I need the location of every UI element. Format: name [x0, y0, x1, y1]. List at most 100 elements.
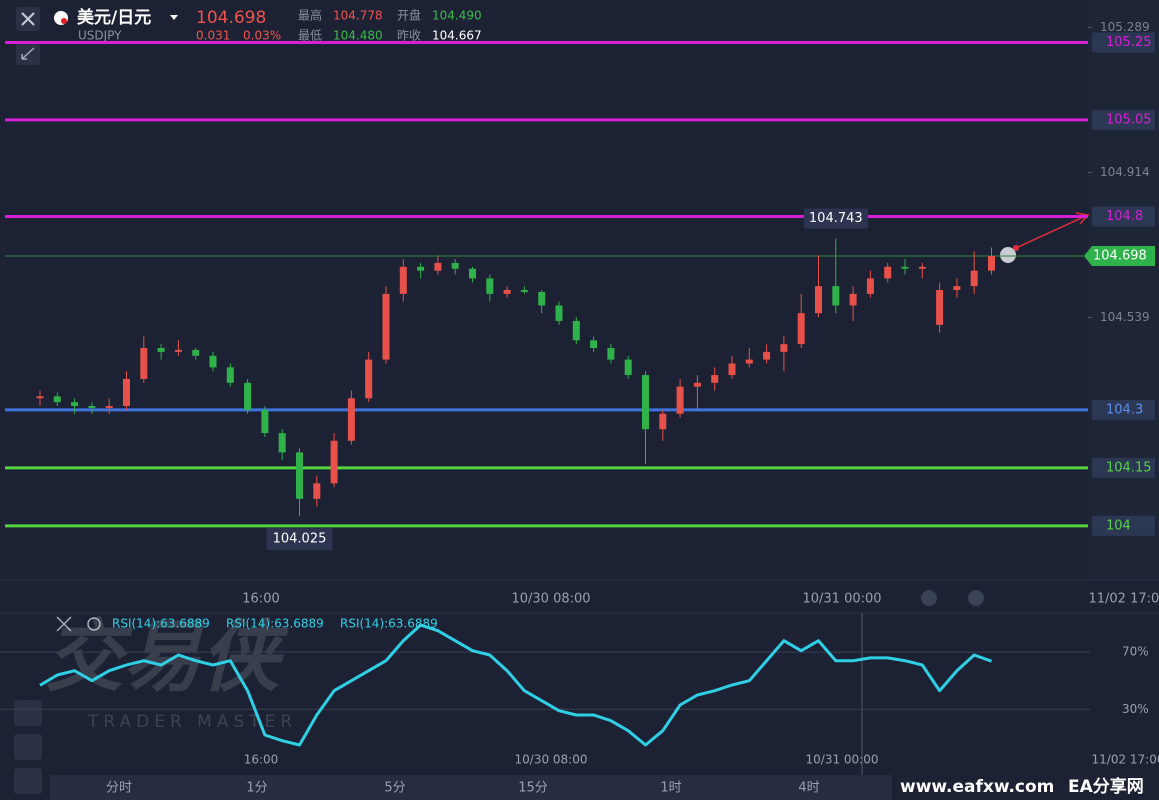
candle-body [832, 286, 840, 306]
current-price-tag [1084, 245, 1155, 266]
candle-body [434, 262, 442, 271]
price-axis-bg [1088, 0, 1159, 580]
time-label: 10/30 08:00 [515, 753, 588, 767]
dropdown-icon[interactable] [170, 15, 178, 20]
time-label: 11/02 17:00 [1088, 592, 1159, 607]
candle-body [607, 348, 615, 360]
candle-body [486, 278, 494, 294]
candle-body [849, 293, 857, 306]
level-label: 104.15 [1106, 460, 1152, 475]
candle-body [520, 290, 528, 292]
candle-body [936, 290, 944, 325]
level-label: 105.05 [1106, 112, 1152, 127]
candle-body [676, 386, 684, 414]
candle-body [538, 291, 546, 306]
timeframe-tab[interactable]: 5分 [384, 781, 405, 796]
time-label: 10/30 08:00 [511, 592, 590, 607]
high-callout-bg [803, 208, 868, 229]
stat-value: 104.778 [333, 9, 383, 23]
candle-body [105, 406, 113, 408]
stat-label: 开盘 [397, 8, 421, 23]
rsi-settings[interactable] [87, 617, 101, 631]
candle-body [659, 413, 667, 430]
candle-body [123, 378, 130, 406]
candle-body [711, 375, 719, 383]
y-tick-label: 105.289 [1100, 20, 1150, 34]
timeframe-tab[interactable]: 15分 [518, 781, 548, 796]
timeframe-tab[interactable]: 分时 [106, 781, 132, 796]
candle-body [884, 266, 892, 279]
level-label-bg [1092, 515, 1155, 536]
toggle-icon[interactable] [968, 590, 984, 606]
candle-body [192, 349, 200, 356]
candle-body [590, 340, 598, 348]
y-tick-label: 70% [1122, 645, 1149, 659]
candle-body [451, 262, 459, 269]
low-callout: 104.025 [273, 532, 327, 547]
candle-body [382, 293, 390, 360]
site-watermark-bg [892, 774, 1159, 800]
arrow-anchor [1013, 245, 1019, 251]
candle-body [417, 266, 425, 271]
candle-body [728, 363, 736, 376]
rsi-legend: RSI(14):63.6889 [112, 617, 210, 631]
candle-body [88, 406, 96, 408]
low-callout-bg [266, 528, 333, 551]
candle-body [365, 359, 373, 399]
site-url: www.eafxw.com [900, 777, 1054, 797]
candle-body [399, 266, 407, 294]
pair-name: 美元/日元 [77, 7, 151, 28]
candle-body [209, 355, 217, 368]
stat-value: 104.667 [432, 29, 482, 43]
candle-body [71, 402, 79, 406]
candle-body [469, 268, 476, 279]
level-label: 104.8 [1106, 209, 1143, 224]
candle-body [53, 396, 61, 403]
time-label: 10/31 00:00 [806, 753, 879, 767]
stat-value: 104.490 [432, 9, 482, 23]
candle-body [642, 375, 649, 430]
time-label: 10/31 00:00 [802, 592, 881, 607]
rsi-legend: RSI(14):63.6889 [340, 617, 438, 631]
candle-body [330, 440, 338, 484]
level-label: 104 [1106, 518, 1131, 533]
tool-button[interactable] [14, 734, 42, 760]
time-label: 16:00 [242, 592, 279, 607]
candle-body [174, 349, 182, 352]
candle-body [36, 396, 44, 399]
level-label: 105.25 [1106, 35, 1152, 50]
flag-icon [61, 18, 67, 24]
stat-label: 最高 [298, 8, 322, 23]
candle-body [347, 398, 355, 441]
toggle-icon[interactable] [921, 590, 937, 606]
drawn-arrow [1015, 212, 1090, 249]
site-name: EA分享网 [1068, 776, 1144, 797]
candle-body [278, 433, 286, 453]
candle-body [140, 348, 148, 379]
rsi-legend: RSI(14):63.6889 [226, 617, 324, 631]
candle-body [866, 278, 874, 294]
candle-body [624, 359, 632, 376]
candle-body [763, 351, 771, 360]
y-tick-label: 104.539 [1100, 310, 1150, 324]
candle-body [244, 382, 252, 410]
candle-body [745, 359, 753, 364]
candle-body [970, 270, 978, 287]
tool-button[interactable] [14, 768, 42, 794]
rsi-close[interactable] [56, 616, 72, 632]
change-pct: 0.03% [243, 29, 281, 43]
collapse-icon [21, 47, 35, 60]
symbol: USDJPY [78, 29, 122, 43]
timeframe-tab[interactable]: 1分 [246, 781, 267, 796]
candle-body [572, 320, 580, 341]
stat-value: 104.480 [333, 29, 383, 43]
timeframe-tab[interactable]: 4时 [798, 781, 819, 796]
tool-button[interactable] [14, 700, 42, 726]
info-icon[interactable] [1000, 247, 1016, 263]
time-label: 11/02 17:00 [1092, 753, 1159, 767]
candle-body [296, 452, 303, 499]
timeframe-tab[interactable]: 1时 [660, 781, 681, 796]
last-price: 104.698 [196, 8, 266, 28]
